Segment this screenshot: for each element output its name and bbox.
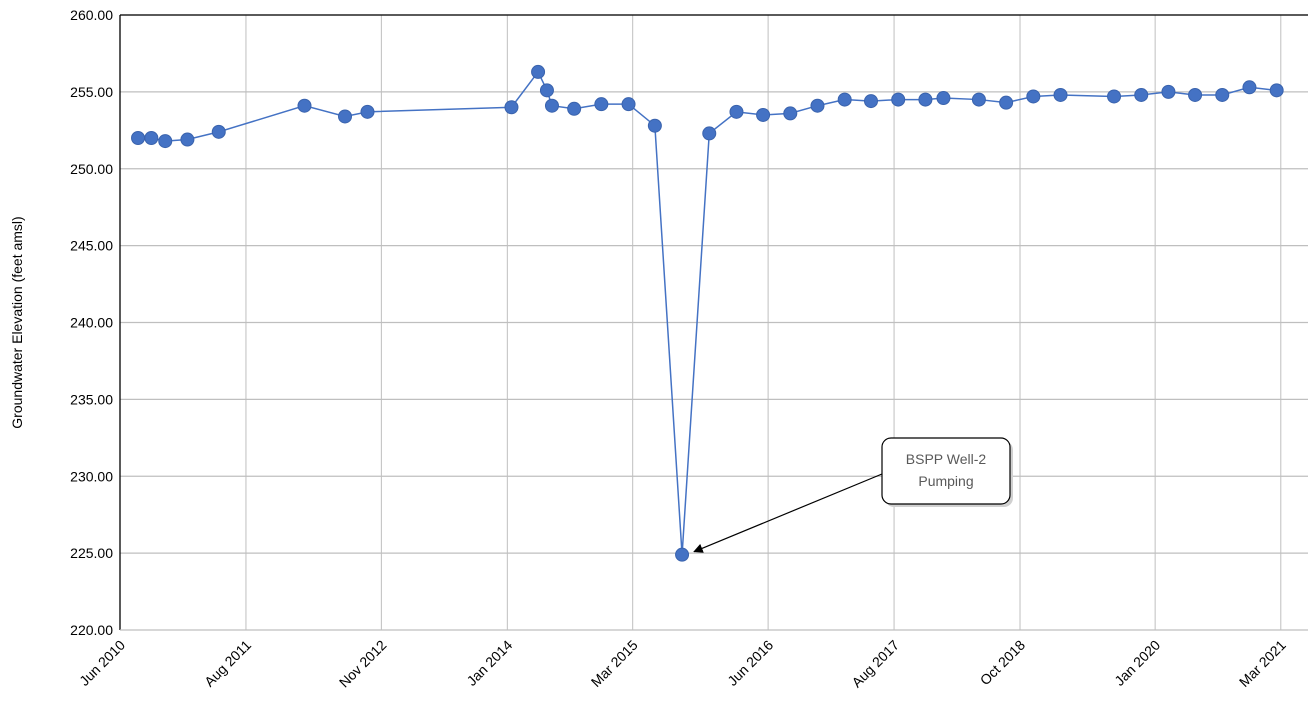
series-line	[138, 70, 1277, 555]
data-point	[131, 131, 146, 145]
data-point	[783, 106, 798, 121]
data-point	[837, 92, 852, 107]
y-tick-label: 245.00	[70, 238, 113, 254]
data-point	[531, 64, 546, 79]
x-tick-label: Aug 2011	[201, 637, 254, 690]
y-tick-label: 225.00	[70, 545, 113, 561]
data-point	[810, 98, 825, 113]
x-tick-label: Jun 2016	[724, 637, 776, 689]
y-tick-label: 260.00	[70, 7, 113, 23]
x-tick-label: Oct 2018	[977, 637, 1029, 689]
x-tick-label: Mar 2021	[1236, 637, 1289, 690]
annotation-arrow	[693, 473, 883, 553]
data-point	[1026, 89, 1041, 104]
data-point	[180, 132, 195, 147]
data-point	[144, 131, 159, 145]
data-point	[594, 97, 609, 112]
data-point	[999, 95, 1014, 110]
x-tick-label: Jun 2010	[76, 637, 128, 689]
y-tick-label: 220.00	[70, 622, 113, 638]
data-point	[729, 104, 744, 119]
annotation-label: BSPP Well-2	[906, 451, 987, 467]
data-point	[936, 91, 951, 106]
data-point	[1134, 87, 1149, 102]
data-point	[297, 98, 312, 113]
data-series	[131, 64, 1284, 562]
data-point	[621, 97, 636, 112]
x-tick-label: Nov 2012	[336, 637, 390, 691]
data-point	[1188, 87, 1203, 102]
y-tick-label: 250.00	[70, 161, 113, 177]
annotation-label: Pumping	[918, 473, 973, 489]
data-point	[1215, 87, 1230, 102]
annotation-box	[881, 437, 1011, 505]
data-point	[891, 92, 906, 107]
y-tick-label: 240.00	[70, 315, 113, 331]
data-point	[756, 107, 771, 122]
data-point	[544, 98, 559, 113]
y-axis-title: Groundwater Elevation (feet amsl)	[9, 216, 25, 428]
y-tick-label: 235.00	[70, 391, 113, 407]
data-point	[702, 126, 717, 141]
data-point	[1107, 89, 1122, 104]
y-tick-label: 230.00	[70, 468, 113, 484]
data-point	[864, 94, 879, 109]
data-point	[918, 92, 933, 107]
data-point	[504, 100, 519, 115]
data-point	[971, 92, 986, 107]
x-tick-label: Jan 2014	[463, 637, 515, 689]
data-point	[1161, 84, 1176, 99]
data-point	[1053, 87, 1068, 102]
data-point	[211, 124, 226, 139]
x-tick-labels: Jun 2010 Aug 2011 Nov 2012 Jan 2014 Mar 2015…	[76, 637, 1289, 691]
x-tick-label: Mar 2015	[588, 637, 641, 690]
annotation: BSPP Well-2 Pumping	[693, 437, 1013, 553]
y-tick-labels: 220.00 225.00 230.00 235.00 240.00 245.00 250.…	[70, 7, 113, 638]
data-point	[647, 118, 662, 133]
x-tick-label: Jan 2020	[1111, 637, 1163, 689]
data-point	[539, 83, 554, 98]
y-tick-label: 255.00	[70, 84, 113, 100]
x-tick-label: Aug 2017	[848, 637, 902, 691]
gridlines	[120, 14, 1308, 630]
data-point	[338, 109, 353, 124]
data-point	[360, 104, 375, 119]
axes	[119, 14, 1308, 631]
data-point	[1242, 80, 1257, 95]
data-point	[675, 547, 690, 562]
data-point	[1269, 83, 1284, 98]
data-point	[158, 134, 173, 149]
data-point	[567, 101, 582, 116]
